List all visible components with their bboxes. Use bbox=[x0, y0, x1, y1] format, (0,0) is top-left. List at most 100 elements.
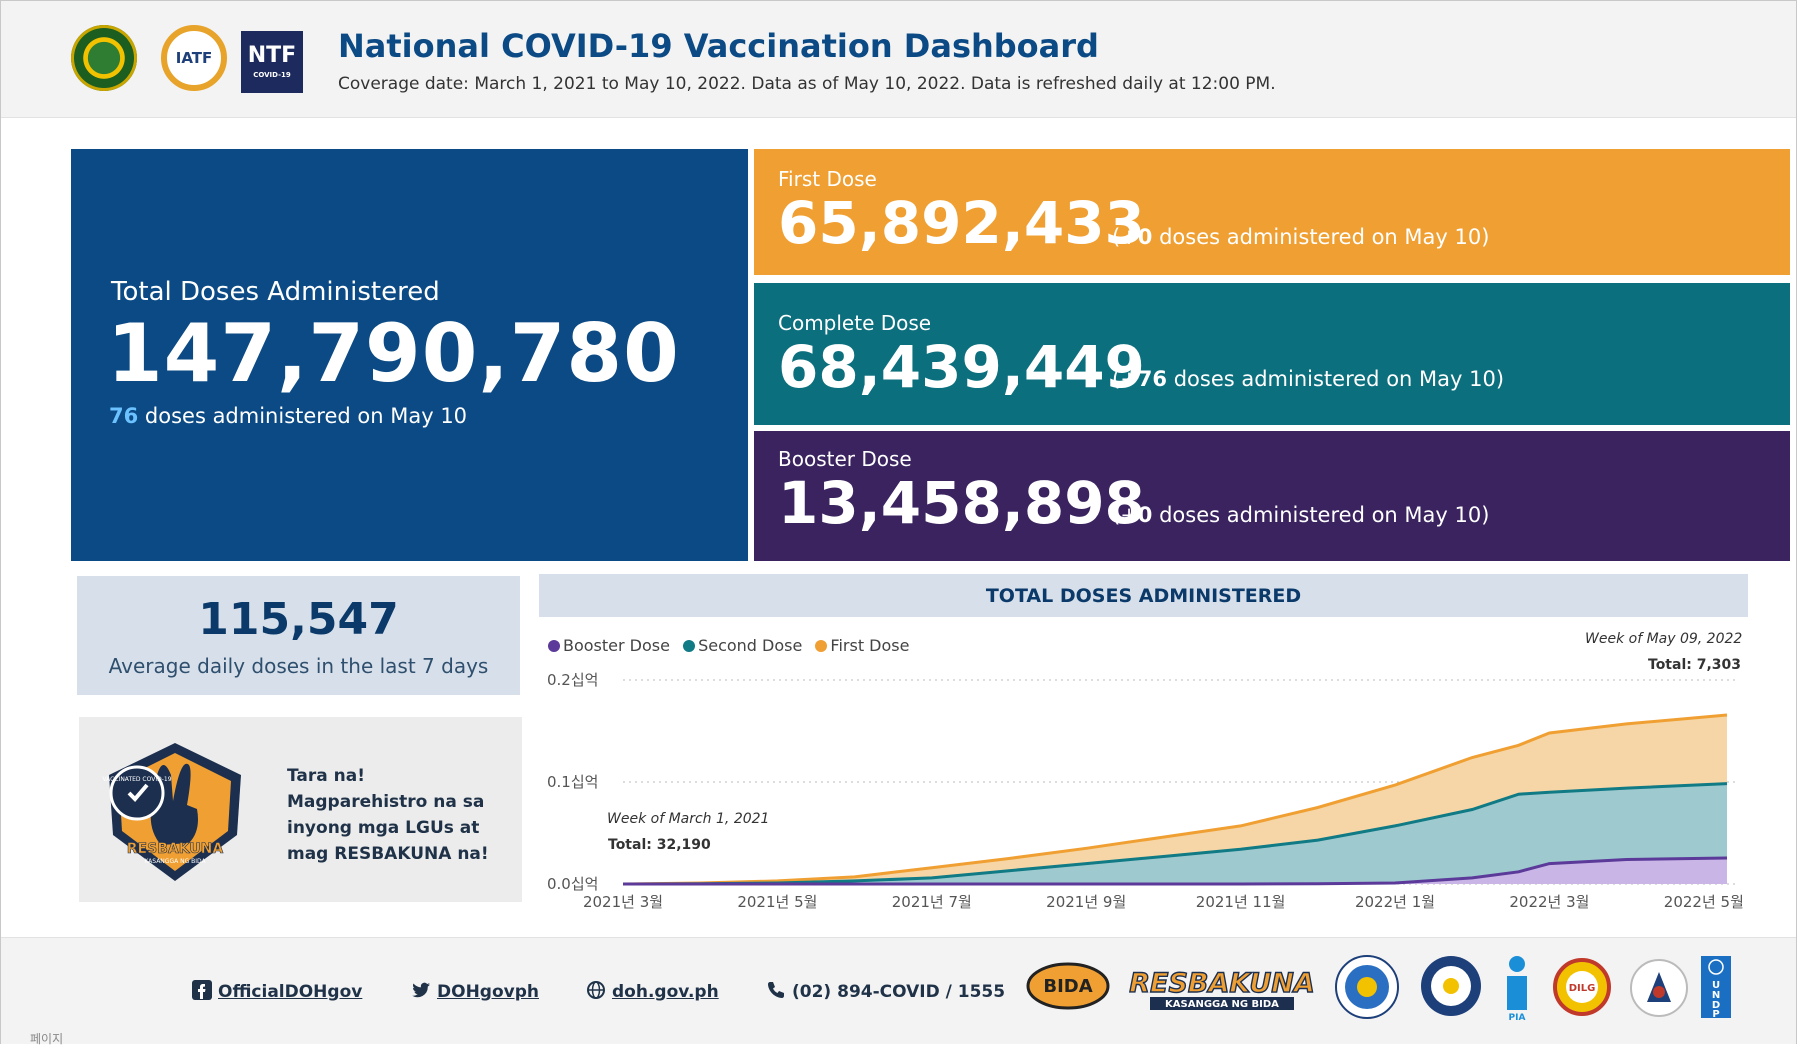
annotation-end-total-label: Total: bbox=[1648, 657, 1692, 673]
iatf-logo-text: IATF bbox=[175, 49, 213, 67]
page-label: 페이지 bbox=[30, 1032, 64, 1046]
phone-icon bbox=[768, 982, 784, 998]
complete-dose-note-count: 76 bbox=[1137, 367, 1168, 391]
y-tick-label: 0.0십억 bbox=[547, 875, 598, 893]
first-dose-note-prefix: (+ bbox=[1112, 225, 1138, 249]
average-daily-label: Average daily doses in the last 7 days bbox=[108, 654, 489, 678]
first-dose-note-count: 0 bbox=[1137, 225, 1153, 249]
twitter-link[interactable]: DOHgovph bbox=[411, 980, 539, 1002]
badge-title: RESBAKUNA bbox=[127, 841, 224, 857]
annotation-end-total: Total: 7,303 bbox=[1648, 657, 1741, 673]
x-tick-label: 2022년 5월 bbox=[1664, 893, 1744, 911]
twitter-handle: DOHgovph bbox=[437, 982, 539, 1002]
booster-dose-note-suffix: doses administered on May 10) bbox=[1152, 503, 1490, 527]
legend-booster-swatch bbox=[548, 640, 560, 652]
booster-dose-note: (+0 doses administered on May 10) bbox=[1112, 503, 1489, 527]
annotation-end-total-value: 7,303 bbox=[1696, 657, 1742, 673]
total-doses-value: 147,790,780 bbox=[107, 307, 680, 400]
booster-dose-label: Booster Dose bbox=[778, 447, 912, 471]
dilg-logo-text: DILG bbox=[1569, 983, 1596, 994]
x-tick-label: 2021년 9월 bbox=[1046, 893, 1126, 911]
header: IATF NTF COVID-19 National COVID-19 Vacci… bbox=[1, 1, 1796, 118]
phone-number: (02) 894-COVID / 1555 bbox=[792, 982, 1006, 1002]
legend-booster-label: Booster Dose bbox=[563, 636, 670, 655]
page-title: National COVID-19 Vaccination Dashboard bbox=[338, 27, 1099, 65]
legend-booster[interactable]: Booster Dose bbox=[548, 636, 674, 655]
legend-first[interactable]: First Dose bbox=[815, 636, 913, 655]
undp-letter-n: N bbox=[1712, 990, 1720, 1001]
vaccinated-badge-icon: VACCINATED COVID-19 RESBAKUNA KASANGGA N… bbox=[102, 743, 241, 881]
x-tick-label: 2021년 7월 bbox=[892, 893, 972, 911]
first-dose-note-suffix: doses administered on May 10) bbox=[1152, 225, 1490, 249]
undp-letter-u: U bbox=[1712, 980, 1720, 991]
booster-dose-note-count: 0 bbox=[1137, 503, 1153, 527]
annotation-start-week: Week of March 1, 2021 bbox=[607, 811, 769, 827]
chart-areas bbox=[622, 713, 1728, 886]
facebook-handle: OfficialDOHgov bbox=[218, 982, 363, 1002]
legend-first-label: First Dose bbox=[830, 636, 910, 655]
doh-seal-logo bbox=[71, 25, 137, 91]
website-link[interactable]: doh.gov.ph bbox=[586, 980, 719, 1002]
twitter-icon bbox=[412, 982, 430, 998]
legend-second[interactable]: Second Dose bbox=[683, 636, 806, 655]
annotation-start-total: Total: 32,190 bbox=[608, 837, 711, 853]
badge-ring-text: VACCINATED COVID-19 bbox=[102, 776, 171, 783]
phone-contact[interactable]: (02) 894-COVID / 1555 bbox=[766, 980, 1005, 1002]
x-tick-label: 2021년 11월 bbox=[1196, 893, 1286, 911]
first-dose-note: (+0 doses administered on May 10) bbox=[1112, 225, 1489, 249]
complete-dose-note-suffix: doses administered on May 10) bbox=[1167, 367, 1505, 391]
total-doses-daily-count: 76 bbox=[109, 404, 139, 428]
annotation-end-week: Week of May 09, 2022 bbox=[1585, 631, 1742, 647]
average-daily-value: 115,547 bbox=[198, 594, 399, 645]
resbakuna-logo-text: RESBAKUNA bbox=[1129, 968, 1315, 999]
x-tick-label: 2021년 5월 bbox=[737, 893, 817, 911]
pia-logo-text: PIA bbox=[1509, 1013, 1526, 1022]
globe-icon bbox=[587, 981, 605, 999]
first-dose-tile: First Dose 65,892,433 (+0 doses administ… bbox=[754, 149, 1790, 275]
bida-logo: BIDA bbox=[1026, 962, 1110, 1010]
booster-dose-note-prefix: (+ bbox=[1112, 503, 1138, 527]
pia-logo: PIA bbox=[1507, 956, 1527, 1022]
y-tick-label: 0.2십억 bbox=[547, 671, 598, 689]
resbakuna-promo: VACCINATED COVID-19 RESBAKUNA KASANGGA N… bbox=[79, 717, 522, 902]
x-tick-label: 2022년 3월 bbox=[1509, 893, 1589, 911]
ntf-logo-text: NTF bbox=[247, 43, 297, 68]
complete-dose-note-prefix: (+ bbox=[1112, 367, 1138, 391]
chart-y-ticks: 0.2십억 0.1십억 0.0십억 bbox=[547, 671, 598, 893]
complete-dose-label: Complete Dose bbox=[778, 311, 932, 335]
bida-logo-text: BIDA bbox=[1043, 976, 1092, 997]
second-dose-area bbox=[623, 783, 1727, 884]
complete-dose-tile: Complete Dose 68,439,449 (+76 doses admi… bbox=[754, 283, 1790, 425]
y-tick-label: 0.1십억 bbox=[547, 773, 598, 791]
complete-dose-value: 68,439,449 bbox=[778, 333, 1145, 401]
legend-first-swatch bbox=[815, 640, 828, 652]
booster-dose-value: 13,458,898 bbox=[778, 469, 1145, 537]
second-dose-line bbox=[622, 782, 1728, 886]
legend-second-label: Second Dose bbox=[698, 636, 803, 655]
badge-sub: KASANGGA NG BIDA bbox=[144, 858, 206, 865]
booster-dose-tile: Booster Dose 13,458,898 (+0 doses admini… bbox=[754, 431, 1790, 561]
ntf-logo: NTF COVID-19 bbox=[241, 31, 303, 93]
annotation-start-total-value: 32,190 bbox=[656, 837, 711, 853]
promo-text: Tara na! Magparehistro na sa inyong mga … bbox=[287, 766, 489, 864]
facebook-link[interactable]: OfficialDOHgov bbox=[192, 980, 362, 1002]
pcoo-seal-logo bbox=[1335, 955, 1399, 1019]
resbakuna-logo-sub: KASANGGA NG BIDA bbox=[1165, 999, 1279, 1010]
complete-dose-note: (+76 doses administered on May 10) bbox=[1112, 367, 1504, 391]
first-dose-line bbox=[622, 713, 1728, 886]
facebook-icon bbox=[192, 980, 212, 1000]
chart-x-ticks: 2021년 3월 2021년 5월 2021년 7월 2021년 9월 2021년 11… bbox=[583, 893, 1744, 911]
iatf-logo: IATF bbox=[161, 25, 227, 91]
website-url: doh.gov.ph bbox=[612, 982, 719, 1002]
total-doses-chart[interactable]: 0.2십억 0.1십억 0.0십억 2021년 3월 2021년 5월 2021년 7월… bbox=[539, 618, 1754, 918]
coverage-date: Coverage date: March 1, 2021 to May 10, … bbox=[338, 74, 1276, 94]
x-tick-label: 2021년 3월 bbox=[583, 893, 663, 911]
first-dose-value: 65,892,433 bbox=[778, 189, 1145, 257]
undp-letter-p: P bbox=[1712, 1009, 1719, 1018]
chart-title: TOTAL DOSES ADMINISTERED bbox=[539, 574, 1748, 617]
annotation-start-week-text: Week of March 1, 2021 bbox=[607, 811, 770, 827]
legend-second-swatch bbox=[683, 640, 696, 652]
total-doses-tile: Total Doses Administered 147,790,780 76 … bbox=[71, 149, 748, 561]
